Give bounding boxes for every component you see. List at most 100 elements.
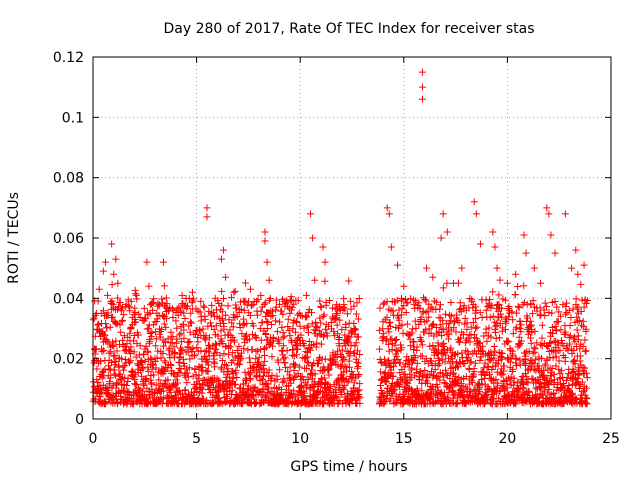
data-point xyxy=(498,349,506,357)
data-point xyxy=(527,321,535,329)
data-point xyxy=(471,359,479,367)
data-point xyxy=(153,315,161,323)
data-point xyxy=(494,360,502,368)
data-point xyxy=(326,296,334,304)
data-point-peak xyxy=(394,261,402,269)
data-point xyxy=(575,366,583,374)
data-point xyxy=(439,317,447,325)
data-point xyxy=(106,378,114,386)
data-point xyxy=(195,380,203,388)
data-point xyxy=(445,330,453,338)
data-point xyxy=(490,354,498,362)
data-point xyxy=(499,370,507,378)
data-point xyxy=(305,329,313,337)
data-point xyxy=(148,328,156,336)
data-point xyxy=(538,334,546,342)
data-point xyxy=(517,328,525,336)
data-point xyxy=(451,318,459,326)
data-point xyxy=(240,345,248,353)
data-point xyxy=(174,379,182,387)
data-point xyxy=(574,303,582,311)
data-point xyxy=(217,399,225,407)
data-point xyxy=(193,344,201,352)
data-point xyxy=(336,316,344,324)
data-point xyxy=(430,400,438,408)
data-point xyxy=(316,297,324,305)
data-point-peak xyxy=(145,282,153,290)
data-point xyxy=(277,392,285,400)
data-point xyxy=(185,338,193,346)
data-point xyxy=(232,366,240,374)
data-point xyxy=(250,322,258,330)
data-point xyxy=(548,330,556,338)
data-point xyxy=(470,368,478,376)
data-point xyxy=(524,389,532,397)
data-point xyxy=(450,391,458,399)
data-point xyxy=(392,336,400,344)
data-point xyxy=(224,302,232,310)
data-point-peak xyxy=(95,285,103,293)
data-point xyxy=(491,347,499,355)
data-point xyxy=(124,296,132,304)
data-point xyxy=(308,320,316,328)
data-point xyxy=(227,337,235,345)
data-point xyxy=(207,375,215,383)
data-point xyxy=(240,297,248,305)
data-point xyxy=(398,344,406,352)
data-point xyxy=(583,374,591,382)
data-point xyxy=(422,355,430,363)
data-point-peak xyxy=(246,285,254,293)
data-point xyxy=(229,356,237,364)
data-point xyxy=(553,318,561,326)
data-point xyxy=(219,316,227,324)
data-point xyxy=(509,365,517,373)
data-point xyxy=(288,303,296,311)
data-point xyxy=(230,338,238,346)
data-point xyxy=(186,328,194,336)
data-point-peak xyxy=(222,273,230,281)
data-point xyxy=(516,324,524,332)
data-point xyxy=(273,328,281,336)
data-point xyxy=(583,299,591,307)
data-point xyxy=(266,294,274,302)
data-point xyxy=(265,366,273,374)
data-point xyxy=(109,341,117,349)
data-point xyxy=(313,322,321,330)
data-point xyxy=(276,366,284,374)
data-point xyxy=(105,365,113,373)
data-point xyxy=(171,348,179,356)
y-tick-label: 0.06 xyxy=(53,231,84,247)
data-point xyxy=(181,314,189,322)
data-point xyxy=(303,324,311,332)
data-point xyxy=(379,300,387,308)
data-point xyxy=(172,376,180,384)
data-point xyxy=(212,341,220,349)
data-point xyxy=(582,384,590,392)
data-point xyxy=(168,382,176,390)
data-point xyxy=(162,303,170,311)
data-point xyxy=(181,387,189,395)
data-point xyxy=(388,335,396,343)
data-point xyxy=(142,314,150,322)
data-point-peak xyxy=(286,309,294,317)
data-point xyxy=(280,355,288,363)
data-point xyxy=(339,374,347,382)
data-point xyxy=(495,291,503,299)
data-point xyxy=(431,366,439,374)
data-point xyxy=(555,308,563,316)
data-point xyxy=(160,387,168,395)
data-point xyxy=(159,350,167,358)
data-point xyxy=(486,296,494,304)
data-point-peak xyxy=(240,306,248,314)
data-point xyxy=(215,376,223,384)
data-point xyxy=(272,296,280,304)
data-point xyxy=(305,337,313,345)
data-point xyxy=(416,376,424,384)
data-point xyxy=(545,378,553,386)
data-point xyxy=(118,355,126,363)
data-point xyxy=(439,284,447,292)
data-point xyxy=(350,379,358,387)
data-point xyxy=(438,325,446,333)
data-point xyxy=(493,368,501,376)
data-point-peak xyxy=(110,270,118,278)
